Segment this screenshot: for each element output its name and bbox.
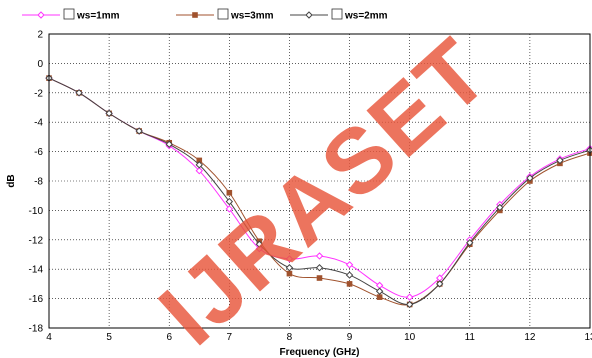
watermark: IJRASET xyxy=(141,19,508,358)
data-point xyxy=(105,109,113,118)
legend-entry: ws=2mm xyxy=(290,8,388,22)
data-point xyxy=(285,264,294,272)
data-point xyxy=(255,244,264,253)
legend-checkbox xyxy=(217,8,229,20)
x-tick-label: 10 xyxy=(404,332,416,343)
x-tick-label: 9 xyxy=(347,332,353,343)
y-tick-label: -18 xyxy=(29,324,44,335)
y-tick-label: -2 xyxy=(34,88,43,99)
data-point xyxy=(135,127,143,135)
y-tick-label: 0 xyxy=(37,59,43,70)
data-point xyxy=(496,203,504,212)
data-point xyxy=(75,89,83,97)
legend-entry: ws=1mm xyxy=(22,8,120,22)
legend-label: ws=2mm xyxy=(344,11,388,22)
data-point xyxy=(375,287,384,295)
y-tick-label: -8 xyxy=(34,177,43,188)
data-point xyxy=(346,281,353,287)
legend-entry: ws=3mm xyxy=(176,8,274,22)
data-point xyxy=(195,167,203,175)
data-point xyxy=(405,300,414,309)
legend-label: ws=3mm xyxy=(230,11,274,22)
y-tick-label: 2 xyxy=(37,30,43,41)
data-point xyxy=(315,264,324,272)
y-tick-label: -16 xyxy=(29,294,44,305)
data-point xyxy=(376,294,383,300)
y-axis-title: dB xyxy=(6,174,17,187)
series-ws=2mm xyxy=(45,74,592,309)
x-tick-label: 4 xyxy=(46,332,52,343)
plot-frame xyxy=(48,33,591,329)
x-tick-label: 8 xyxy=(287,332,293,343)
data-point xyxy=(526,174,534,182)
y-tick-label: -14 xyxy=(29,265,44,276)
x-tick-label: 12 xyxy=(524,332,536,343)
x-tick-label: 13 xyxy=(584,332,592,343)
data-point xyxy=(556,156,564,165)
data-point xyxy=(165,140,173,148)
y-tick-label: -12 xyxy=(29,235,44,246)
data-point xyxy=(226,189,233,196)
data-point xyxy=(225,197,234,206)
legend: ws=1mm ws=3mm ws=2mm xyxy=(22,8,388,22)
data-point xyxy=(345,271,354,279)
data-point xyxy=(195,161,203,169)
legend-checkbox xyxy=(331,8,343,20)
x-tick-label: 6 xyxy=(166,332,172,343)
legend-label: ws=1mm xyxy=(76,11,120,22)
data-point xyxy=(436,280,444,288)
x-axis-title: Frequency (GHz) xyxy=(279,347,359,358)
data-point xyxy=(466,239,474,247)
x-tick-label: 5 xyxy=(106,332,112,343)
x-tick-label: 11 xyxy=(465,332,476,343)
legend-checkbox xyxy=(63,8,75,20)
data-point xyxy=(345,261,354,269)
x-tick-label: 7 xyxy=(227,332,233,343)
data-point xyxy=(375,281,384,290)
legend-marker xyxy=(37,11,45,19)
data-point xyxy=(225,205,234,213)
data-point xyxy=(405,293,414,301)
y-tick-label: -4 xyxy=(34,118,43,129)
data-point xyxy=(315,252,324,260)
series-layer xyxy=(45,74,592,309)
data-point xyxy=(255,240,264,248)
data-point xyxy=(285,255,294,263)
y-tick-label: -10 xyxy=(29,206,44,217)
legend-marker xyxy=(192,12,198,18)
y-tick-label: -6 xyxy=(34,147,43,158)
data-point xyxy=(316,275,323,281)
legend-marker xyxy=(305,11,313,19)
tick-labels: 4 5 6 7 8 9 10 11 12 13 2 0 -2 -4 -6 -8 -10 -12 -14 -16 -18 xyxy=(29,30,592,344)
